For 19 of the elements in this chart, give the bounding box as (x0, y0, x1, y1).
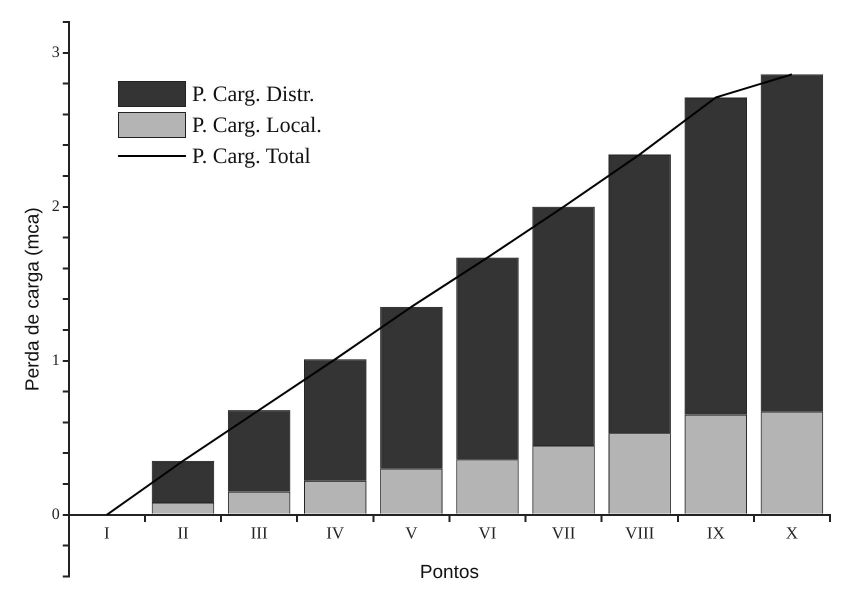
y-tick-label: 0 (52, 506, 60, 524)
x-tick-label: IX (706, 523, 725, 542)
x-tick-label: X (786, 523, 798, 542)
y-tick-label: 3 (52, 44, 60, 62)
x-tick-label: V (405, 523, 418, 542)
y-tick-label: 1 (52, 352, 60, 370)
legend-label: P. Carg. Distr. (192, 80, 314, 106)
x-tick-label: IV (326, 523, 345, 542)
x-tick-label: I (104, 523, 110, 542)
y-axis-title: Perda de carga (mca) (22, 207, 44, 392)
x-axis-title: Pontos (420, 562, 479, 583)
x-tick-label: VIII (625, 523, 655, 542)
y-tick-label: 2 (52, 198, 60, 216)
x-tick-label: VI (478, 523, 497, 542)
legend-label: P. Carg. Local. (192, 112, 322, 138)
x-tick-label: VII (552, 523, 576, 542)
legend-label: P. Carg. Total (192, 142, 311, 168)
x-tick-label: II (177, 523, 189, 542)
x-tick-label: III (250, 523, 268, 542)
